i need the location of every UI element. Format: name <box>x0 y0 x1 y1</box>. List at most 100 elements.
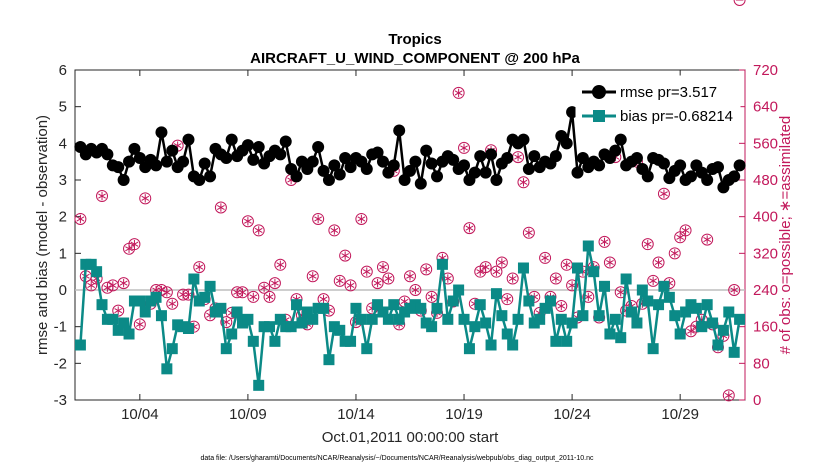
rmse-point <box>376 155 389 168</box>
obs-possible-point <box>614 286 627 299</box>
rmse-point <box>101 148 114 161</box>
obs-possible-point <box>117 277 130 290</box>
obs-possible-point <box>441 272 454 285</box>
bias-point <box>604 328 616 340</box>
y-left-tick-label: 5 <box>59 99 67 116</box>
bias-point <box>658 280 670 292</box>
rmse-point <box>474 150 487 163</box>
rmse-point <box>360 163 373 175</box>
obs-assimilated-point <box>216 203 225 212</box>
rmse-point <box>485 148 498 161</box>
obs-possible-point <box>728 284 741 296</box>
bias-point <box>123 328 135 340</box>
obs-assimilated-point <box>119 278 128 288</box>
chart-subtitle: AIRCRAFT_U_WIND_COMPONENT @ 200 hPa <box>250 50 580 67</box>
y-right-tick-label: 240 <box>753 282 778 299</box>
obs-possible-point <box>733 0 746 6</box>
obs-assimilated-point <box>168 299 177 308</box>
legend-bias-label: bias pr=-0.68214 <box>620 108 733 125</box>
y-right-tick-label: 560 <box>753 135 778 152</box>
rmse-point <box>312 141 325 153</box>
y-right-tick-label: 80 <box>753 355 770 372</box>
obs-possible-point <box>360 265 373 278</box>
bias-point <box>182 323 194 334</box>
obs-possible-point <box>333 274 346 287</box>
bias-point <box>247 335 259 347</box>
bias-point <box>134 295 146 307</box>
y-left-tick-label: 1 <box>59 245 67 262</box>
obs-possible-point <box>722 389 735 402</box>
bias-point <box>517 262 529 274</box>
obs-assimilated-point <box>244 217 252 226</box>
bias-point <box>307 313 319 325</box>
bias-point <box>653 299 665 311</box>
rmse-point <box>657 157 670 170</box>
obs-assimilated-point <box>346 281 355 290</box>
obs-assimilated-point <box>76 214 85 224</box>
bias-point <box>334 324 346 336</box>
obs-assimilated-point <box>249 292 258 302</box>
obs-possible-point <box>182 288 195 301</box>
obs-assimilated-point <box>660 189 668 198</box>
rmse-point <box>225 133 238 146</box>
bias-point <box>561 335 573 347</box>
rmse-point <box>274 148 287 161</box>
rmse-point <box>528 150 541 163</box>
obs-possible-point <box>252 224 265 237</box>
rmse-point <box>177 155 190 168</box>
bias-point <box>426 321 438 333</box>
obs-assimilated-point <box>443 274 452 283</box>
bias-point <box>501 328 513 340</box>
obs-assimilated-point <box>87 281 96 290</box>
obs-assimilated-point <box>508 274 517 283</box>
obs-assimilated-point <box>384 274 393 283</box>
legend-bias-marker <box>593 110 605 122</box>
bias-point <box>485 339 497 351</box>
bias-point <box>442 313 454 325</box>
obs-assimilated-point <box>492 267 501 276</box>
obs-possible-point <box>133 318 146 331</box>
x-tick-label: 10/19 <box>445 406 483 423</box>
rmse-point <box>198 157 211 170</box>
bias-point <box>734 313 746 325</box>
rmse-point <box>728 170 741 183</box>
obs-possible-point <box>355 212 368 225</box>
bias-point <box>242 313 254 325</box>
bias-point <box>274 313 286 325</box>
bias-point <box>231 306 243 318</box>
obs-assimilated-point <box>600 237 609 247</box>
rmse-point <box>420 144 433 157</box>
x-axis-label: Oct.01,2011 00:00:00 start <box>322 429 499 446</box>
obs-possible-point <box>522 226 535 239</box>
bias-point <box>155 310 167 322</box>
rmse-point <box>549 150 562 163</box>
obs-assimilated-point <box>584 292 593 302</box>
obs-possible-point <box>582 290 595 303</box>
rmse-point <box>220 152 233 164</box>
bias-point <box>480 317 492 329</box>
obs-assimilated-point <box>616 288 625 297</box>
obs-possible-point <box>306 270 319 283</box>
bias-series <box>74 240 746 391</box>
obs-possible-point <box>382 272 395 285</box>
y-left-tick-label: 3 <box>59 172 67 189</box>
rmse-point <box>414 177 427 190</box>
rmse-point <box>733 159 746 172</box>
obs-possible-point <box>539 251 552 264</box>
obs-assimilated-point <box>724 391 733 400</box>
obs-assimilated-point <box>362 267 371 276</box>
obs-possible-point <box>74 212 87 225</box>
obs-assimilated-point <box>497 258 506 267</box>
chart-title: Tropics <box>388 31 441 48</box>
obs-assimilated-point <box>454 88 463 98</box>
rmse-point <box>328 159 341 172</box>
obs-assimilated-point <box>606 258 614 267</box>
bias-point <box>253 379 265 391</box>
obs-assimilated-point <box>135 320 144 329</box>
bias-point <box>701 299 713 311</box>
rmse-point <box>279 135 292 148</box>
bias-point <box>620 273 632 285</box>
rmse-point <box>398 174 411 186</box>
obs-assimilated-point <box>465 223 474 233</box>
obs-assimilated-point <box>524 228 533 237</box>
